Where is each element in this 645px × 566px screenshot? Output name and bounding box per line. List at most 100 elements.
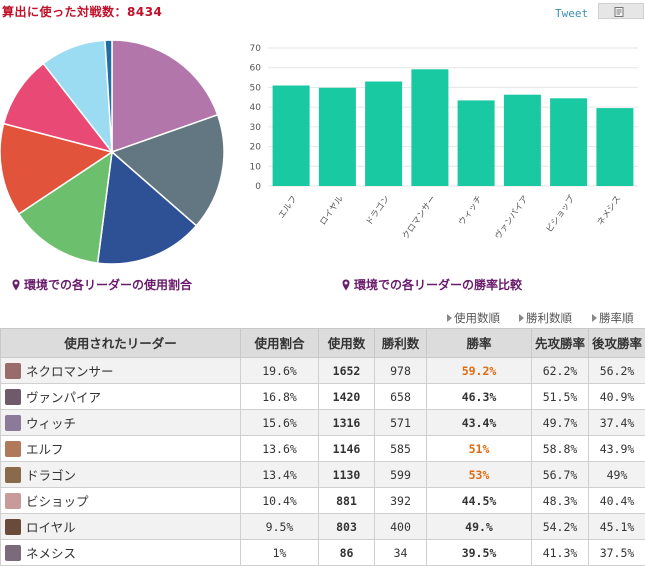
second-winrate-cell: 40.9% [589, 384, 645, 410]
map-pin-icon [342, 279, 350, 291]
uses-cell: 1420 [319, 384, 375, 410]
y-tick-label: 20 [250, 143, 262, 153]
leader-avatar [5, 519, 21, 535]
y-tick-label: 0 [255, 182, 261, 192]
y-tick-label: 40 [250, 103, 262, 113]
first-winrate-cell: 49.7% [532, 410, 589, 436]
header-leader: 使用されたリーダー [1, 329, 241, 358]
x-tick-label: ネメシス [596, 194, 624, 228]
uses-cell: 881 [319, 488, 375, 514]
leader-cell: ネメシス [1, 540, 241, 566]
y-tick-label: 30 [250, 123, 262, 133]
x-tick-label: ロイヤル [318, 194, 346, 228]
x-tick-label: ドラゴン [364, 193, 393, 227]
leader-cell: ロイヤル [1, 514, 241, 540]
wins-cell: 599 [375, 462, 427, 488]
tweet-button[interactable]: Tweet [555, 7, 588, 20]
leader-avatar [5, 545, 21, 561]
wins-cell: 658 [375, 384, 427, 410]
second-winrate-cell: 37.5% [589, 540, 645, 566]
document-icon [613, 7, 625, 17]
share-cell: 15.6% [241, 410, 319, 436]
y-tick-label: 10 [250, 162, 262, 172]
y-tick-label: 60 [250, 64, 262, 74]
second-winrate-cell: 40.4% [589, 488, 645, 514]
uses-cell: 803 [319, 514, 375, 540]
leader-cell: エルフ [1, 436, 241, 462]
second-winrate-cell: 49% [589, 462, 645, 488]
winrate-cell: 43.4% [427, 410, 532, 436]
triangle-right-icon [447, 314, 452, 322]
leader-name: ロイヤル [26, 520, 76, 535]
share-cell: 19.6% [241, 358, 319, 384]
share-cell: 16.8% [241, 384, 319, 410]
first-winrate-cell: 51.5% [532, 384, 589, 410]
bar [458, 100, 495, 186]
leader-avatar [5, 363, 21, 379]
leader-name: ビショップ [26, 494, 89, 509]
leader-name: エルフ [26, 442, 64, 457]
bar-caption: 環境での各リーダーの勝率比較 [342, 276, 522, 293]
uses-cell: 1316 [319, 410, 375, 436]
share-button[interactable] [598, 3, 644, 19]
first-winrate-cell: 54.2% [532, 514, 589, 540]
header-second-winrate: 後攻勝率 [589, 329, 645, 358]
sort-by-wins-link[interactable]: 勝利数順 [519, 310, 572, 326]
leader-cell: ネクロマンサー [1, 358, 241, 384]
uses-cell: 1130 [319, 462, 375, 488]
sort-by-uses-link[interactable]: 使用数順 [447, 310, 500, 326]
leader-winrate-bar-chart: 010203040506070エルフロイヤルドラゴンネクロマンサーウィッチヴァン… [240, 38, 640, 238]
leader-avatar [5, 493, 21, 509]
header-share: 使用割合 [241, 329, 319, 358]
leader-name: ウィッチ [26, 416, 76, 431]
bar [319, 88, 356, 186]
share-cell: 9.5% [241, 514, 319, 540]
second-winrate-cell: 56.2% [589, 358, 645, 384]
share-cell: 13.6% [241, 436, 319, 462]
x-tick-label: ヴァンパイア [493, 193, 531, 238]
header-first-winrate: 先攻勝率 [532, 329, 589, 358]
leader-usage-pie-chart [0, 36, 230, 268]
first-winrate-cell: 58.8% [532, 436, 589, 462]
y-tick-label: 70 [250, 44, 262, 54]
leader-name: ネクロマンサー [26, 364, 114, 379]
share-cell: 13.4% [241, 462, 319, 488]
wins-cell: 571 [375, 410, 427, 436]
uses-cell: 1652 [319, 358, 375, 384]
leader-name: ネメシス [26, 546, 76, 561]
first-winrate-cell: 48.3% [532, 488, 589, 514]
leader-stats-table: 使用されたリーダー 使用割合 使用数 勝利数 勝率 先攻勝率 後攻勝率 ネクロマ… [0, 328, 645, 566]
bar [504, 95, 541, 186]
header-uses: 使用数 [319, 329, 375, 358]
table-header-row: 使用されたリーダー 使用割合 使用数 勝利数 勝率 先攻勝率 後攻勝率 [1, 329, 645, 358]
x-tick-label: ネクロマンサー [396, 194, 438, 238]
leader-cell: ウィッチ [1, 410, 241, 436]
bar [365, 82, 402, 187]
x-tick-label: ビショップ [545, 194, 578, 235]
leader-avatar [5, 441, 21, 457]
sort-by-winrate-link[interactable]: 勝率順 [592, 310, 634, 326]
winrate-cell: 59.2% [427, 358, 532, 384]
winrate-cell: 46.3% [427, 384, 532, 410]
leader-cell: ドラゴン [1, 462, 241, 488]
y-tick-label: 50 [250, 83, 262, 93]
winrate-cell: 44.5% [427, 488, 532, 514]
winrate-cell: 49.% [427, 514, 532, 540]
page-title: 算出に使った対戦数：8434 [2, 3, 162, 20]
winrate-cell: 53% [427, 462, 532, 488]
leader-avatar [5, 467, 21, 483]
second-winrate-cell: 45.1% [589, 514, 645, 540]
first-winrate-cell: 41.3% [532, 540, 589, 566]
wins-cell: 400 [375, 514, 427, 540]
triangle-right-icon [519, 314, 524, 322]
pie-caption: 環境での各リーダーの使用割合 [12, 276, 192, 293]
wins-cell: 585 [375, 436, 427, 462]
bar [550, 98, 587, 186]
